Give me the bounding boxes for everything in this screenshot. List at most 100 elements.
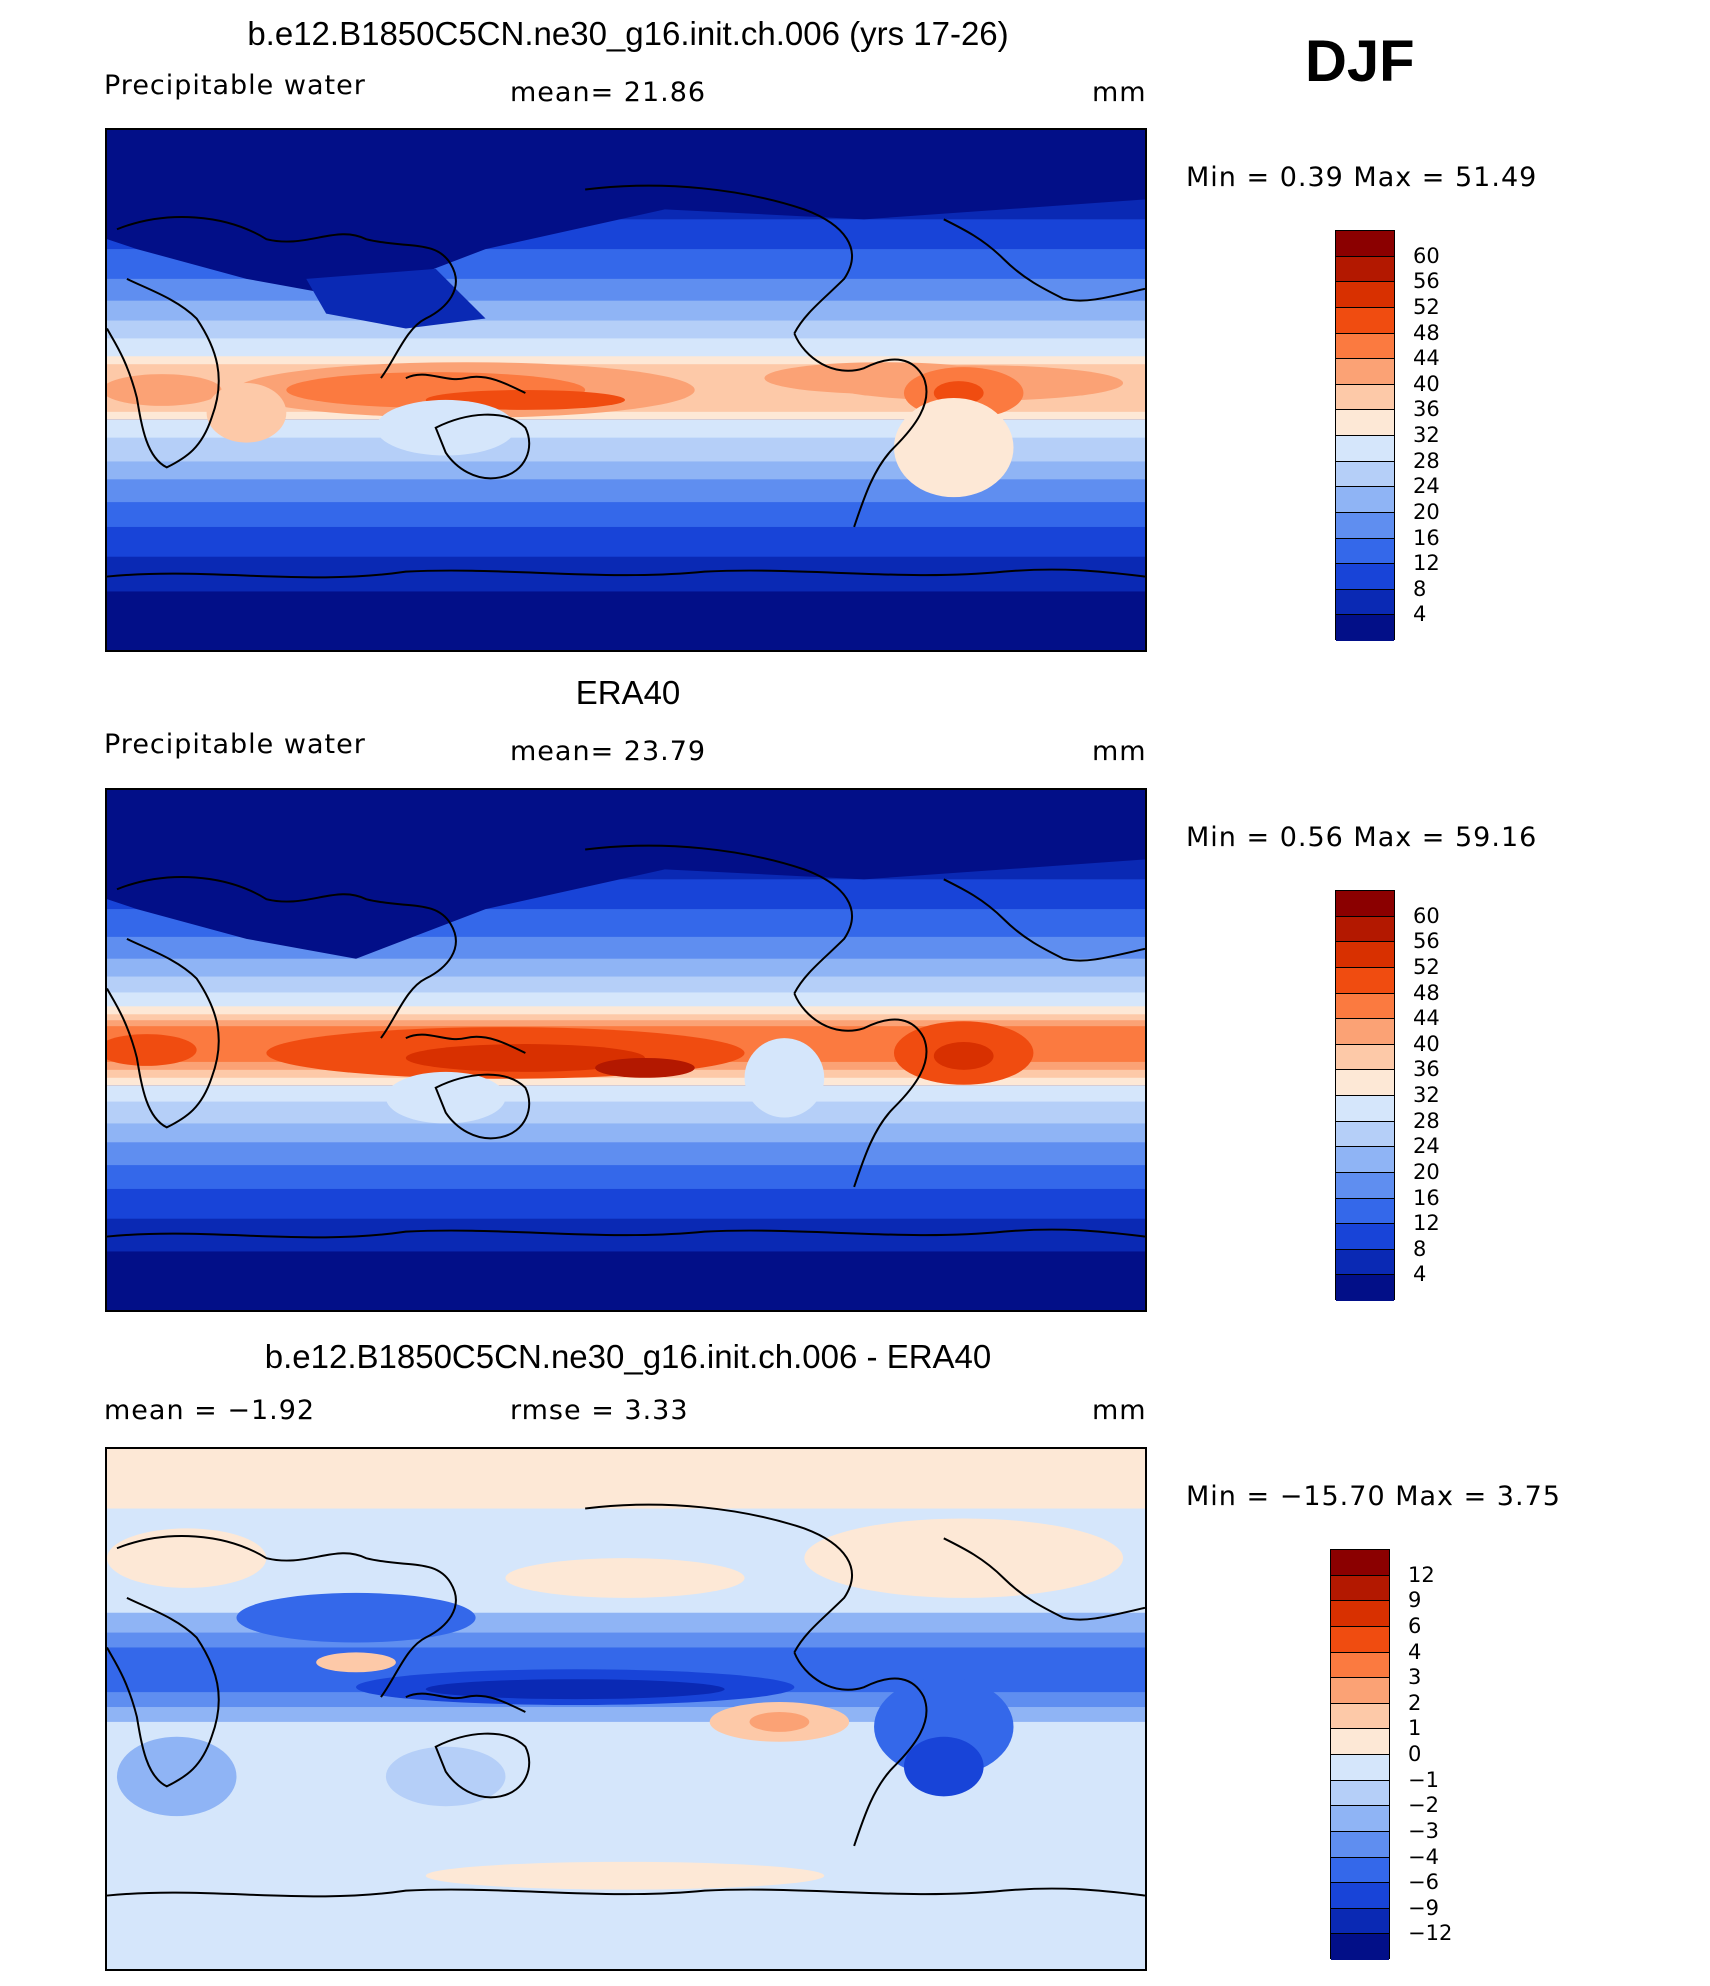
panel-1-unit-label: mm <box>1092 77 1147 108</box>
colorbar-cell <box>1331 1678 1389 1704</box>
colorbar-tick-label: 4 <box>1408 1639 1422 1664</box>
panel-2-title: ERA40 <box>575 674 681 711</box>
colorbar-cell <box>1336 461 1394 488</box>
colorbar-tick-label: 40 <box>1413 371 1440 396</box>
colorbar-tick-label: −3 <box>1408 1818 1439 1843</box>
colorbar-cell <box>1331 1806 1389 1832</box>
colorbar-cell <box>1336 282 1394 308</box>
colorbar-tick-label: 0 <box>1408 1742 1422 1766</box>
colorbar-tick-label: 6 <box>1408 1613 1422 1638</box>
colorbar-tick-label: 60 <box>1413 903 1440 928</box>
colorbar-tick-label: 8 <box>1413 1236 1427 1261</box>
colorbar-tick-label: 4 <box>1413 1262 1427 1287</box>
colorbar-cell <box>1336 1096 1394 1122</box>
colorbar-tick-label: 40 <box>1413 1031 1440 1056</box>
colorbar-tick-label: 48 <box>1413 980 1440 1005</box>
colorbar-cell <box>1331 1575 1389 1602</box>
colorbar-cell <box>1336 942 1394 968</box>
panel-1-title: b.e12.B1850C5CN.ne30_g16.init.ch.006 (yr… <box>247 15 1009 52</box>
panel-1-map <box>105 128 1147 652</box>
panel-3-title: b.e12.B1850C5CN.ne30_g16.init.ch.006 - E… <box>264 1338 992 1375</box>
colorbar-cell <box>1336 231 1394 257</box>
colorbar-cell <box>1336 564 1394 590</box>
panel-1-variable-label: Precipitable water <box>104 70 366 101</box>
panel-3-map <box>105 1447 1147 1971</box>
colorbar-tick-label: −9 <box>1408 1895 1439 1920</box>
colorbar-cell <box>1336 1224 1394 1250</box>
panel-2-variable-label: Precipitable water <box>104 729 366 760</box>
colorbar-tick-label: 16 <box>1413 1185 1440 1210</box>
colorbar-tick-label: 44 <box>1413 1006 1440 1031</box>
colorbar-tick-label: 2 <box>1408 1690 1422 1715</box>
colorbar-tick-label: 36 <box>1413 397 1440 422</box>
colorbar-cell <box>1336 1198 1394 1225</box>
colorbar-tick-label: 3 <box>1408 1665 1422 1690</box>
colorbar-cell <box>1331 1652 1389 1679</box>
panel-2-colorbar <box>1335 890 1395 1301</box>
colorbar-cell <box>1336 589 1394 616</box>
colorbar-tick-label: 28 <box>1413 1108 1440 1133</box>
panel-3-colorbar <box>1330 1549 1390 1960</box>
colorbar-tick-label: 24 <box>1413 474 1440 499</box>
colorbar-cell <box>1336 1275 1394 1301</box>
colorbar-cell <box>1336 1172 1394 1199</box>
colorbar-cell <box>1331 1908 1389 1935</box>
colorbar-cell <box>1336 359 1394 385</box>
colorbar-tick-label: 60 <box>1413 243 1440 268</box>
colorbar-cell <box>1336 891 1394 917</box>
colorbar-tick-label: 8 <box>1413 576 1427 601</box>
colorbar-cell <box>1336 615 1394 641</box>
panel-2-minmax: Min = 0.56 Max = 59.16 <box>1186 822 1538 853</box>
colorbar-tick-label: 56 <box>1413 269 1440 294</box>
colorbar-cell <box>1336 1121 1394 1148</box>
colorbar-tick-label: −6 <box>1408 1870 1439 1895</box>
colorbar-cell <box>1336 916 1394 943</box>
colorbar-cell <box>1336 333 1394 360</box>
colorbar-cell <box>1336 410 1394 436</box>
panel-3-rmse-label: rmse = 3.33 <box>510 1395 689 1426</box>
colorbar-cell <box>1336 1147 1394 1173</box>
colorbar-tick-label: 1 <box>1408 1716 1422 1741</box>
colorbar-cell <box>1331 1831 1389 1858</box>
panel-3-unit-label: mm <box>1092 1395 1147 1426</box>
colorbar-tick-label: 28 <box>1413 448 1440 473</box>
colorbar-tick-label: 4 <box>1413 602 1427 627</box>
colorbar-cell <box>1336 967 1394 994</box>
panel-1-minmax: Min = 0.39 Max = 51.49 <box>1186 162 1538 193</box>
colorbar-cell <box>1331 1883 1389 1909</box>
panel-2-unit-label: mm <box>1092 736 1147 767</box>
colorbar-cell <box>1336 1249 1394 1276</box>
colorbar-tick-label: 32 <box>1413 423 1440 447</box>
colorbar-tick-label: −1 <box>1408 1767 1439 1792</box>
colorbar-tick-label: 12 <box>1408 1562 1435 1587</box>
panel-3-minmax: Min = −15.70 Max = 3.75 <box>1186 1481 1561 1512</box>
panel-2-mean-label: mean= 23.79 <box>510 736 707 767</box>
panel-1-colorbar <box>1335 230 1395 641</box>
panel-3-mean-label: mean = −1.92 <box>104 1395 316 1426</box>
colorbar-cell <box>1336 1070 1394 1096</box>
colorbar-cell <box>1336 512 1394 539</box>
colorbar-cell <box>1331 1755 1389 1781</box>
colorbar-tick-label: 52 <box>1413 294 1440 319</box>
season-label: DJF <box>1305 29 1415 94</box>
colorbar-tick-label: 52 <box>1413 954 1440 979</box>
colorbar-tick-label: −2 <box>1408 1793 1439 1818</box>
colorbar-tick-label: −12 <box>1408 1921 1453 1946</box>
panel-2-map <box>105 788 1147 1312</box>
colorbar-cell <box>1331 1729 1389 1755</box>
colorbar-tick-label: 12 <box>1413 1211 1440 1236</box>
colorbar-cell <box>1331 1626 1389 1653</box>
colorbar-cell <box>1336 487 1394 513</box>
colorbar-cell <box>1336 384 1394 411</box>
panel-1-mean-label: mean= 21.86 <box>510 77 707 108</box>
colorbar-cell <box>1336 256 1394 283</box>
colorbar-tick-label: 44 <box>1413 346 1440 371</box>
colorbar-cell <box>1331 1857 1389 1884</box>
colorbar-cell <box>1336 1019 1394 1045</box>
colorbar-cell <box>1336 436 1394 462</box>
colorbar-cell <box>1331 1703 1389 1730</box>
colorbar-cell <box>1336 538 1394 565</box>
colorbar-cell <box>1331 1780 1389 1807</box>
colorbar-tick-label: 9 <box>1408 1588 1422 1613</box>
colorbar-tick-label: 20 <box>1413 499 1440 524</box>
